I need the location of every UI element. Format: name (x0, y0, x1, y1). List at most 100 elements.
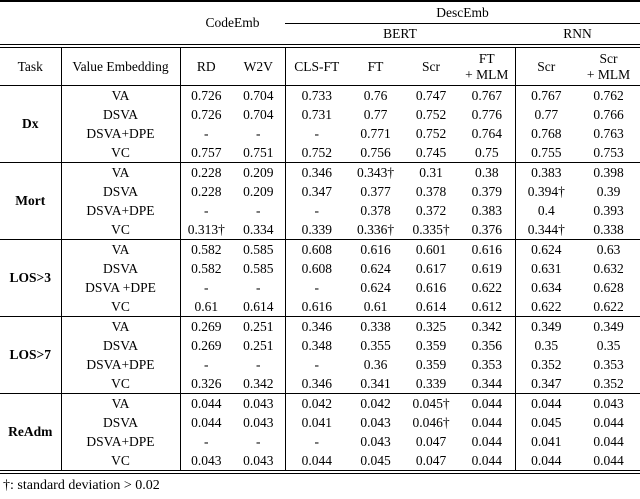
value-cell: 0.616 (415, 279, 447, 295)
value-cell: 0.763 (593, 125, 624, 141)
results-table: CodeEmb DescEmb BERT RNN Task Value Embe… (0, 0, 640, 474)
value-cell: 0.355 (360, 337, 391, 353)
value-cell: 0.044 (514, 451, 577, 471)
value-cell: - (256, 433, 261, 449)
value-cell: 0.348 (284, 336, 348, 355)
value-cell: 0.617 (415, 260, 447, 276)
value-cell: 0.044 (593, 414, 624, 430)
header-descemb: DescEmb (285, 0, 640, 24)
value-cell: 0.624 (514, 239, 577, 259)
value-cell: 0.359 (415, 337, 447, 353)
value-cell: 0.622 (514, 297, 577, 317)
value-cell: 0.378 (415, 183, 447, 199)
value-cell: 0.616 (360, 241, 391, 257)
value-cell: - (179, 278, 232, 297)
value-cell: 0.326 (179, 374, 232, 394)
value-cell: - (284, 201, 348, 220)
value-cell: 0.764 (471, 125, 502, 141)
value-cell: 0.359 (415, 356, 447, 372)
value-cell: 0.047 (415, 433, 447, 449)
value-cell: 0.616 (471, 241, 502, 257)
value-cell: 0.619 (471, 260, 502, 276)
value-cell: 0.628 (593, 279, 624, 295)
task-label-los7: LOS>7 (0, 316, 61, 394)
value-cell: 0.585 (243, 241, 274, 257)
value-cell: 0.393 (593, 202, 624, 218)
header-codeemb: CodeEmb (180, 0, 285, 45)
value-cell: 0.612 (459, 297, 515, 317)
value-cell: 0.046† (412, 414, 450, 430)
value-cell: 0.041 (284, 413, 348, 432)
value-cell: 0.75 (459, 143, 515, 163)
value-cell: 0.347 (514, 374, 577, 394)
value-cell: 0.346 (284, 162, 348, 182)
value-cell: 0.209 (243, 183, 274, 199)
value-cell: 0.342 (471, 318, 502, 334)
value-embedding-label: DSVA +DPE (60, 278, 180, 297)
value-cell: 0.043 (360, 433, 391, 449)
column-header-value-embedding: Value Embedding (60, 47, 180, 86)
value-cell: 0.347 (284, 182, 348, 201)
value-cell: 0.349 (514, 316, 577, 336)
value-embedding-label: VA (60, 239, 180, 259)
value-cell: - (179, 355, 232, 374)
value-cell: 0.614 (403, 297, 459, 317)
value-cell: - (256, 279, 261, 295)
value-cell: 0.043 (360, 414, 391, 430)
value-cell: 0.339 (403, 374, 459, 394)
value-cell: 0.762 (593, 87, 624, 103)
value-embedding-label: VA (60, 162, 180, 182)
value-cell: 0.042 (284, 393, 348, 413)
value-embedding-label: DSVA (60, 182, 180, 201)
value-cell: 0.047 (415, 452, 447, 468)
value-cell: 0.63 (596, 241, 621, 257)
value-cell: 0.044 (284, 451, 348, 471)
value-cell: 0.341 (348, 374, 403, 394)
value-embedding-label: DSVA (60, 105, 180, 124)
value-cell: 0.616 (284, 297, 348, 317)
value-cell: - (284, 124, 348, 143)
value-cell: 0.752 (284, 143, 348, 163)
value-cell: 0.044 (471, 452, 502, 468)
value-cell: 0.608 (284, 259, 348, 278)
value-cell: 0.335† (403, 220, 459, 240)
value-cell: 0.776 (471, 106, 502, 122)
value-cell: 0.334 (232, 220, 285, 240)
value-cell: 0.044 (514, 393, 577, 413)
value-cell: 0.766 (593, 106, 624, 122)
value-cell: 0.383 (514, 162, 577, 182)
value-cell: 0.601 (415, 241, 447, 257)
value-cell: - (256, 202, 261, 218)
value-cell: 0.044 (179, 393, 232, 413)
value-cell: 0.726 (179, 85, 232, 105)
value-cell: 0.38 (474, 164, 499, 180)
value-cell: 0.61 (179, 297, 232, 317)
column-header-task: Task (0, 47, 61, 86)
value-cell: 0.379 (471, 183, 502, 199)
value-embedding-label: DSVA+DPE (60, 432, 180, 451)
value-cell: 0.31 (419, 164, 443, 180)
double-rule-top (0, 44, 640, 48)
value-cell: 0.634 (514, 278, 577, 297)
value-cell: 0.336† (348, 220, 403, 240)
value-cell: 0.767 (471, 87, 502, 103)
value-cell: 0.344† (514, 220, 577, 240)
value-cell: 0.349 (593, 318, 624, 334)
value-cell: 0.269 (179, 316, 232, 336)
value-cell: 0.376 (459, 220, 515, 240)
value-cell: 0.757 (179, 143, 232, 163)
value-cell: 0.582 (179, 259, 232, 278)
value-cell: 0.624 (360, 260, 391, 276)
footnote: †: standard deviation > 0.02 (3, 478, 160, 493)
value-cell: 0.622 (471, 279, 502, 295)
column-header-ft-mlm-line1: FT (478, 50, 495, 66)
value-cell: 0.77 (514, 105, 577, 124)
value-cell: 0.344 (459, 374, 515, 394)
value-embedding-label: DSVA+DPE (60, 355, 180, 374)
value-cell: 0.61 (348, 297, 403, 317)
value-cell: - (284, 355, 348, 374)
value-cell: 0.346 (284, 316, 348, 336)
value-cell: 0.77 (363, 106, 388, 122)
value-cell: 0.043 (593, 395, 624, 411)
